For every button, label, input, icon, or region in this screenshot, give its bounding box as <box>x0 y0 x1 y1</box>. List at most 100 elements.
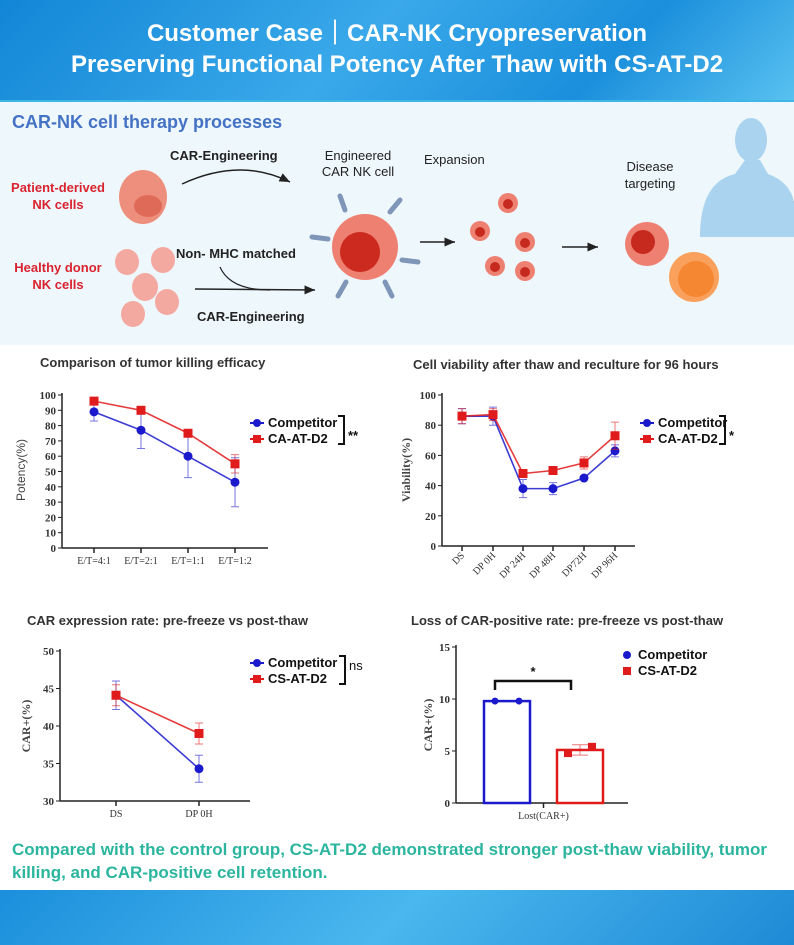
y-tick-label: 100 <box>420 390 437 402</box>
header-banner: Customer Case｜CAR-NK Cryopreservation Pr… <box>0 0 794 100</box>
expanded-cells <box>470 193 535 281</box>
error-bar <box>499 700 515 703</box>
legend-marker-competitor <box>253 419 261 427</box>
data-point <box>515 697 523 705</box>
arrow-non-mhc <box>219 266 271 291</box>
bar-competitor <box>482 699 532 805</box>
x-tick-label: DP72H <box>560 550 589 579</box>
y-tick-label: 20 <box>45 512 57 524</box>
arrow-car-engineering <box>181 169 291 185</box>
y-tick-label: 15 <box>439 642 451 654</box>
legend-label: Competitor <box>268 415 337 430</box>
x-tick-label: DP 48H <box>528 550 559 581</box>
legend-marker-competitor <box>623 651 631 659</box>
y-tick-label: 50 <box>45 467 57 479</box>
significance-bracket <box>719 415 726 445</box>
process-illustration <box>115 118 794 327</box>
patient-cells-label: Patient-derived NK cells <box>11 180 105 212</box>
data-point <box>457 411 467 421</box>
data-point <box>194 764 204 774</box>
y-tick-label: 60 <box>425 450 437 462</box>
legend-label: Competitor <box>658 415 727 430</box>
data-point <box>548 484 558 494</box>
y-tick-label: 40 <box>43 721 55 733</box>
significance-bracket <box>339 655 346 685</box>
header-title-line1: Customer Case｜CAR-NK Cryopreservation <box>146 20 648 47</box>
y-tick-label: 0 <box>431 541 437 553</box>
legend-marker-cs-at-d2 <box>623 667 631 675</box>
x-tick-label: DP 24H <box>498 550 529 581</box>
x-tick-label: DP 0H <box>185 809 212 820</box>
series-line-competitor <box>115 694 200 770</box>
human-body-icon <box>700 118 794 237</box>
legend-label: CS-AT-D2 <box>268 671 327 686</box>
error-bar <box>572 744 588 756</box>
series-line-competitor <box>462 415 616 490</box>
chart-title: Cell viability after thaw and reculture … <box>413 357 719 372</box>
y-tick-label: 10 <box>45 528 57 540</box>
data-point <box>183 451 193 461</box>
x-tick-label: Lost(CAR+) <box>518 811 569 822</box>
header-title-line2: Preserving Functional Potency After Thaw… <box>70 51 724 78</box>
legend-label: CS-AT-D2 <box>638 663 697 678</box>
y-tick-label: 20 <box>425 511 437 523</box>
y-tick-label: 0 <box>51 543 57 555</box>
x-tick-label: E/T=1:1 <box>171 556 204 567</box>
data-point <box>89 396 99 406</box>
y-tick-label: 30 <box>45 497 57 509</box>
legend-label: Competitor <box>638 647 707 662</box>
chart-title: CAR expression rate: pre-freeze vs post-… <box>27 613 309 628</box>
legend-marker-cs-at-d2 <box>643 435 651 443</box>
chart-title: Comparison of tumor killing efficacy <box>40 355 266 370</box>
significance-bracket <box>493 679 573 690</box>
legend-label: CA-AT-D2 <box>268 431 328 446</box>
car-engineering-top-label: CAR-Engineering <box>170 148 278 163</box>
y-axis-label: Viability(%) <box>399 438 413 502</box>
legend-label: Competitor <box>268 655 337 670</box>
data-point <box>579 458 589 468</box>
data-point <box>610 446 620 456</box>
data-point <box>89 407 99 417</box>
data-point <box>194 729 204 738</box>
x-tick-label: DS <box>450 550 467 567</box>
y-tick-label: 0 <box>445 798 451 810</box>
donor-cells-label: Healthy donor NK cells <box>14 260 102 292</box>
data-point <box>518 469 528 479</box>
series-line-cs-at-d2 <box>115 694 200 735</box>
data-point <box>579 473 589 483</box>
data-point <box>136 425 146 435</box>
data-point <box>111 690 121 700</box>
y-axis-label: Potency(%) <box>14 439 28 501</box>
x-tick-label: E/T=2:1 <box>124 556 157 567</box>
expansion-label: Expansion <box>424 152 485 167</box>
y-axis-label: CAR+(%) <box>421 699 435 752</box>
y-tick-label: 60 <box>45 451 57 463</box>
y-tick-label: 10 <box>439 694 451 706</box>
targeting-nk-cell <box>625 222 669 266</box>
car-engineering-bottom-label: CAR-Engineering <box>197 309 305 324</box>
y-tick-label: 45 <box>43 684 55 696</box>
y-axis-label: CAR+(%) <box>19 700 33 753</box>
engineered-car-nk-cell <box>309 193 421 299</box>
legend-marker-cs-at-d2 <box>253 435 261 443</box>
data-point <box>136 405 146 415</box>
data-point <box>588 742 596 751</box>
significance-bracket <box>338 415 345 445</box>
data-point <box>488 410 498 420</box>
y-tick-label: 30 <box>43 796 55 808</box>
significance-marker: ** <box>348 428 359 443</box>
legend-label: CA-AT-D2 <box>658 431 718 446</box>
series-line-competitor <box>93 411 236 483</box>
significance-marker: * <box>530 664 536 679</box>
y-tick-label: 35 <box>43 759 55 771</box>
data-point <box>564 749 572 758</box>
x-tick-label: DP 0H <box>471 550 498 577</box>
process-title: CAR-NK cell therapy processes <box>12 112 283 132</box>
donor-nk-cells <box>115 247 179 327</box>
patient-nk-cell <box>119 170 167 224</box>
tumor-cell <box>669 252 719 302</box>
data-point <box>610 431 620 441</box>
x-tick-label: DS <box>110 809 123 820</box>
disease-targeting-label: Disease targeting <box>624 159 676 191</box>
